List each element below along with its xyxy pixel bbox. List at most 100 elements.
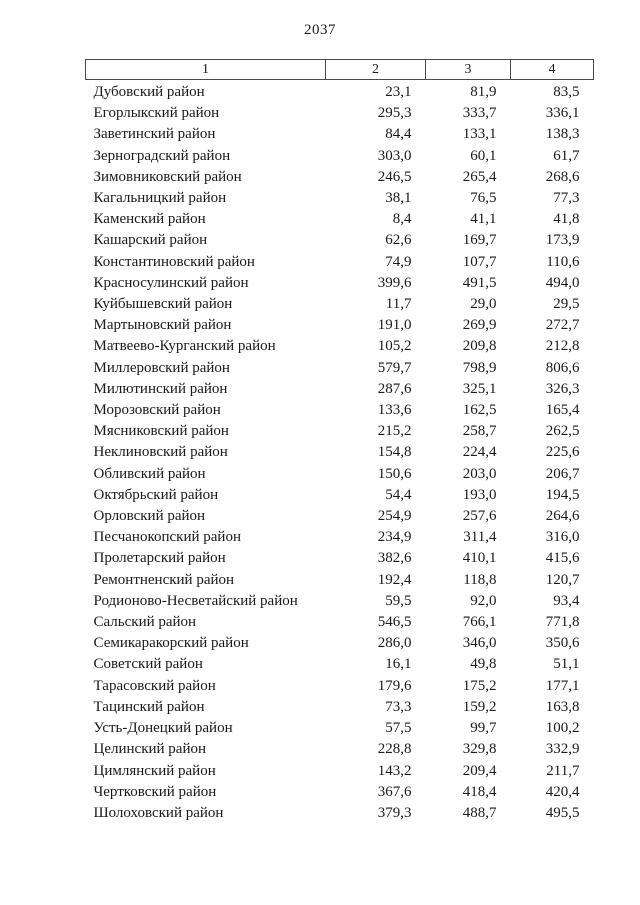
value-col3: 169,7 (462, 232, 497, 249)
value-col2: 287,6 (377, 380, 412, 397)
value-col4: 77,3 (553, 190, 580, 207)
district-name: Советский район (93, 656, 203, 673)
value-col4: 93,4 (553, 592, 580, 609)
value-col2: 191,0 (377, 317, 412, 334)
value-col3: 118,8 (463, 571, 497, 588)
value-col3: 99,7 (470, 720, 497, 737)
value-col3: 107,7 (462, 253, 497, 270)
value-col2: 54,4 (385, 486, 412, 503)
value-col2: 192,4 (377, 571, 412, 588)
value-col4: 350,6 (545, 635, 580, 652)
value-col4: 29,5 (553, 296, 580, 313)
district-name: Миллеровский район (93, 359, 230, 376)
value-col2: 228,8 (377, 741, 412, 758)
district-name: Кагальницкий район (93, 190, 227, 207)
column-header-4: 4 (510, 59, 594, 80)
value-col2: 74,9 (385, 253, 412, 270)
value-col3: 269,9 (462, 317, 497, 334)
value-col2: 234,9 (377, 529, 412, 546)
value-col3: 265,4 (462, 168, 497, 185)
value-col2: 246,5 (377, 168, 412, 185)
table-row: Зимовниковский район 246,5 265,4 268,6 (86, 167, 594, 188)
value-col4: 194,5 (545, 486, 580, 503)
value-col4: 120,7 (545, 571, 580, 588)
table-row: Егорлыкский район 295,3 333,7 336,1 (86, 103, 594, 124)
table-row: Кашарский район 62,6 169,7 173,9 (86, 230, 594, 251)
table-row: Неклиновский район 154,8 224,4 225,6 (86, 442, 594, 463)
district-name: Кашарский район (93, 232, 208, 249)
value-col4: 415,6 (545, 550, 580, 567)
district-name: Пролетарский район (93, 550, 226, 567)
value-col4: 211,7 (546, 762, 580, 779)
value-col3: 29,0 (470, 296, 497, 313)
table-row: Морозовский район 133,6 162,5 165,4 (86, 400, 594, 421)
value-col2: 16,1 (385, 656, 412, 673)
table-row: Мясниковский район 215,2 258,7 262,5 (86, 421, 594, 442)
value-col2: 23,1 (385, 84, 412, 100)
value-col2: 84,4 (385, 126, 412, 143)
value-col2: 254,9 (377, 508, 412, 525)
value-col3: 60,1 (470, 147, 497, 164)
value-col2: 295,3 (377, 105, 412, 122)
value-col3: 311,4 (463, 529, 497, 546)
value-col3: 410,1 (462, 550, 497, 567)
value-col4: 494,0 (545, 274, 580, 291)
value-col3: 325,1 (462, 380, 497, 397)
value-col4: 177,1 (545, 677, 580, 694)
table-row: Кагальницкий район 38,1 76,5 77,3 (86, 188, 594, 209)
value-col2: 105,2 (377, 338, 412, 355)
district-name: Родионово-Несветайский район (93, 592, 298, 609)
table-row: Ремонтненский район 192,4 118,8 120,7 (86, 570, 594, 591)
table-row: Родионово-Несветайский район 59,5 92,0 9… (86, 591, 594, 612)
value-col4: 262,5 (545, 423, 580, 440)
value-col4: 173,9 (545, 232, 580, 249)
table-row: Обливский район 150,6 203,0 206,7 (86, 464, 594, 485)
value-col4: 326,3 (545, 380, 580, 397)
district-name: Куйбышевский район (93, 296, 233, 313)
value-col3: 133,1 (462, 126, 497, 143)
value-col3: 76,5 (470, 190, 497, 207)
district-name: Неклиновский район (93, 444, 228, 461)
value-col3: 798,9 (462, 359, 497, 376)
value-col3: 224,4 (462, 444, 497, 461)
value-col3: 162,5 (462, 402, 497, 419)
table-header-row: 1 2 3 4 (85, 59, 594, 80)
value-col3: 81,9 (470, 84, 497, 100)
value-col3: 491,5 (462, 274, 497, 291)
value-col4: 110,6 (546, 253, 580, 270)
value-col4: 268,6 (545, 168, 580, 185)
district-name: Обливский район (93, 465, 206, 482)
value-col2: 286,0 (377, 635, 412, 652)
district-name: Дубовский район (93, 84, 205, 100)
value-col2: 8,4 (392, 211, 412, 228)
value-col4: 212,8 (545, 338, 580, 355)
table-row: Советский район 16,1 49,8 51,1 (86, 654, 594, 675)
value-col2: 154,8 (377, 444, 412, 461)
district-name: Зерноградский район (93, 147, 231, 164)
value-col2: 546,5 (377, 614, 412, 631)
district-name: Семикаракорский район (93, 635, 249, 652)
table-row: Целинский район 228,8 329,8 332,9 (86, 739, 594, 760)
district-name: Егорлыкский район (93, 105, 220, 122)
table-row: Тацинский район 73,3 159,2 163,8 (86, 697, 594, 718)
value-col3: 203,0 (462, 465, 497, 482)
table-row: Каменский район 8,4 41,1 41,8 (86, 209, 594, 230)
table-row: Орловский район 254,9 257,6 264,6 (86, 506, 594, 527)
value-col2: 73,3 (385, 698, 412, 715)
table-row: Сальский район 546,5 766,1 771,8 (86, 612, 594, 633)
value-col4: 225,6 (545, 444, 580, 461)
table-row: Заветинский район 84,4 133,1 138,3 (86, 124, 594, 145)
district-data-table: 1 2 3 4 Дубовский район 23,1 81,9 83,5 Е… (85, 59, 594, 824)
table-row: Шолоховский район 379,3 488,7 495,5 (86, 803, 594, 824)
district-name: Матвеево-Курганский район (93, 338, 276, 355)
page-number: 2037 (304, 22, 336, 38)
value-col2: 11,7 (385, 296, 412, 313)
value-col3: 329,8 (462, 741, 497, 758)
value-col3: 257,6 (462, 508, 497, 525)
value-col4: 138,3 (545, 126, 580, 143)
value-col4: 336,1 (545, 105, 580, 122)
value-col3: 49,8 (470, 656, 497, 673)
value-col4: 165,4 (545, 402, 580, 419)
value-col2: 303,0 (377, 147, 412, 164)
district-name: Ремонтненский район (93, 571, 235, 588)
